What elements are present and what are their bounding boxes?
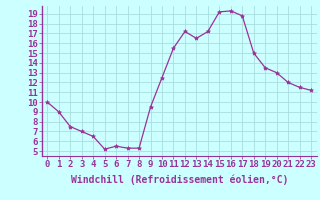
X-axis label: Windchill (Refroidissement éolien,°C): Windchill (Refroidissement éolien,°C): [70, 175, 288, 185]
